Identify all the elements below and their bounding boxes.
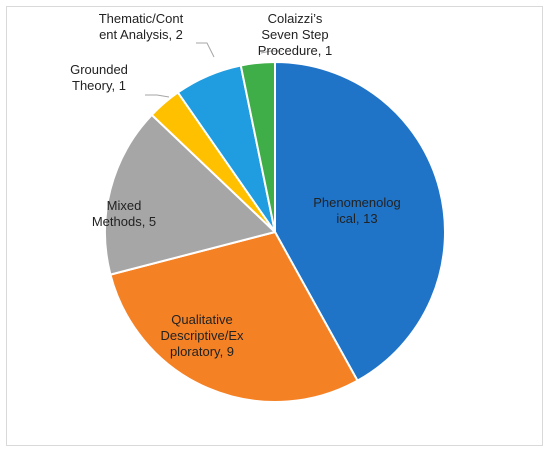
pie-slice — [109, 231, 359, 403]
data-label: Qualitative Descriptive/Ex ploratory, 9 — [160, 312, 244, 359]
data-label: Phenomenolog ical, 13 — [313, 195, 400, 226]
data-label: Thematic/Cont ent Analysis, 2 — [99, 11, 184, 42]
data-label: Grounded Theory, 1 — [70, 62, 128, 93]
data-label: Colaizzi’s Seven Step Procedure, 1 — [258, 11, 332, 58]
pie-chart: Phenomenolog ical, 13 Qualitative Descripti… — [70, 11, 446, 403]
pie-slice — [104, 113, 276, 276]
pie-slice — [274, 61, 446, 382]
leader-line — [145, 94, 170, 98]
pie-slice — [239, 61, 276, 233]
leader-line — [260, 50, 282, 54]
chart-area: Phenomenolog ical, 13 Qualitative Descripti… — [6, 6, 543, 446]
data-label: Mixed Methods, 5 — [92, 198, 156, 229]
leader-line — [196, 42, 215, 58]
